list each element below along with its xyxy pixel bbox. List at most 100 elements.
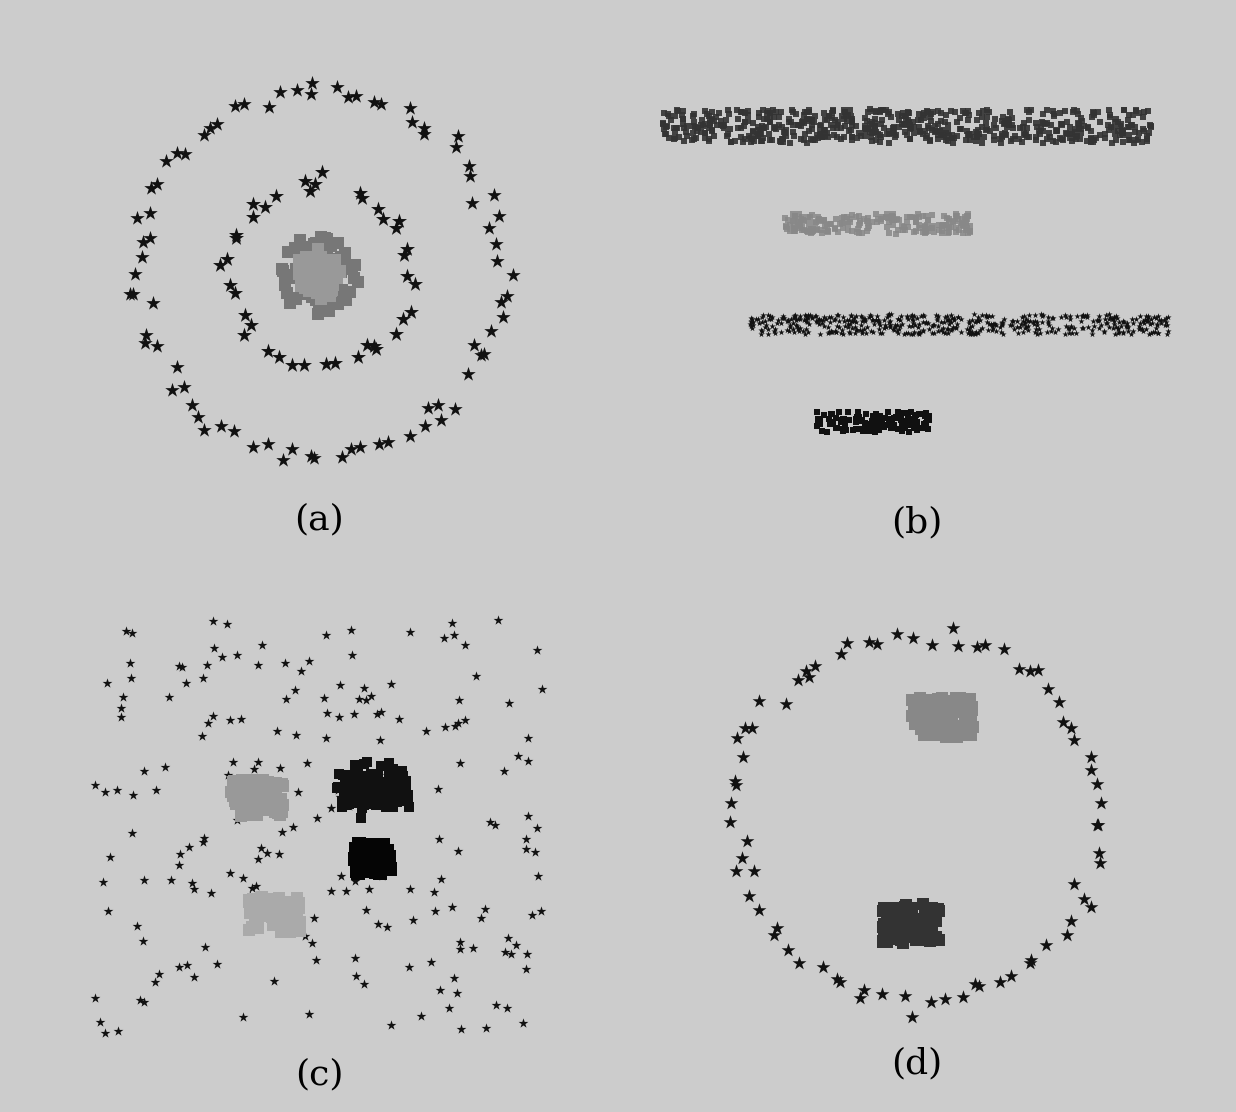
Point <box>194 828 214 846</box>
Point <box>168 959 188 976</box>
Point <box>273 450 293 468</box>
Point <box>414 120 434 138</box>
Point <box>1068 113 1088 131</box>
Point <box>976 120 996 138</box>
Point <box>389 212 409 230</box>
Point <box>808 410 828 428</box>
Point <box>1114 133 1133 151</box>
Point <box>732 128 751 146</box>
Point <box>906 222 926 240</box>
Point <box>677 118 697 136</box>
Point <box>943 320 963 338</box>
Point <box>379 783 399 801</box>
Point <box>797 314 817 331</box>
Point <box>1041 128 1060 146</box>
Point <box>383 797 403 815</box>
Point <box>365 844 384 862</box>
Point <box>496 943 515 961</box>
Point <box>1090 112 1110 130</box>
Point <box>796 311 816 329</box>
Point <box>1042 309 1062 327</box>
Point <box>780 318 800 336</box>
Point <box>1105 112 1125 130</box>
Point <box>993 112 1012 130</box>
Point <box>938 131 958 149</box>
Point <box>823 119 843 137</box>
Point <box>784 212 803 230</box>
Point <box>895 107 915 125</box>
Point <box>958 122 978 140</box>
Point <box>813 211 833 229</box>
Point <box>204 612 224 629</box>
Point <box>870 101 890 119</box>
Point <box>933 216 953 234</box>
Point <box>310 276 330 294</box>
Point <box>866 311 886 329</box>
Point <box>335 244 355 261</box>
Point <box>918 692 938 709</box>
Point <box>368 794 388 812</box>
Point <box>861 132 881 150</box>
Point <box>360 780 379 797</box>
Point <box>111 699 131 717</box>
Point <box>358 841 378 858</box>
Point <box>1141 118 1161 136</box>
Point <box>983 317 1002 335</box>
Point <box>790 219 810 237</box>
Point <box>826 111 845 129</box>
Point <box>772 130 792 148</box>
Point <box>873 932 892 950</box>
Point <box>921 697 941 715</box>
Point <box>367 843 387 861</box>
Point <box>676 123 696 141</box>
Point <box>431 871 451 888</box>
Point <box>1073 308 1093 326</box>
Point <box>868 307 887 325</box>
Point <box>784 219 803 237</box>
Point <box>925 123 944 141</box>
Point <box>900 130 920 148</box>
Point <box>1158 308 1178 326</box>
Point <box>384 784 404 802</box>
Point <box>832 209 852 227</box>
Point <box>1030 126 1049 143</box>
Point <box>808 211 828 229</box>
Point <box>808 129 828 147</box>
Point <box>1038 314 1058 331</box>
Point <box>795 103 815 121</box>
Point <box>449 714 468 732</box>
Point <box>235 95 255 112</box>
Point <box>738 833 758 851</box>
Point <box>1033 133 1053 151</box>
Point <box>910 689 929 707</box>
Point <box>1104 119 1124 137</box>
Point <box>726 776 745 794</box>
Point <box>958 102 978 120</box>
Point <box>855 120 875 138</box>
Point <box>1137 127 1157 145</box>
Point <box>797 306 817 324</box>
Point <box>769 109 789 127</box>
Point <box>116 623 136 641</box>
Point <box>954 102 974 120</box>
Point <box>294 281 314 299</box>
Point <box>984 131 1004 149</box>
Point <box>948 308 968 326</box>
Point <box>1106 131 1126 149</box>
Point <box>869 320 889 338</box>
Point <box>146 781 166 798</box>
Point <box>963 317 983 335</box>
Point <box>246 805 266 823</box>
Point <box>226 795 246 813</box>
Point <box>802 309 822 327</box>
Point <box>1072 311 1091 329</box>
Point <box>807 214 827 231</box>
Point <box>955 214 975 231</box>
Point <box>858 416 878 434</box>
Point <box>1074 890 1094 907</box>
Point <box>1027 312 1047 330</box>
Point <box>435 718 455 736</box>
Point <box>838 221 858 239</box>
Point <box>1023 314 1043 331</box>
Point <box>771 309 791 327</box>
